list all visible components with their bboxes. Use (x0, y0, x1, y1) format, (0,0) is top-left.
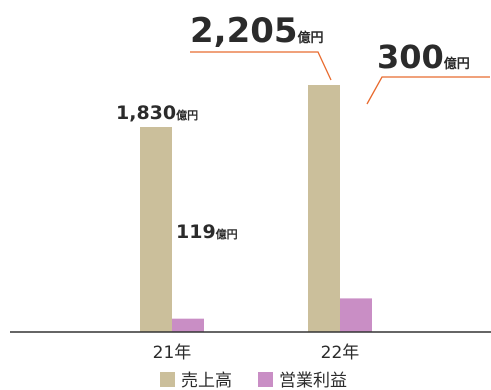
callout-line-profit-22 (366, 76, 490, 105)
legend-swatch-profit (258, 372, 273, 387)
legend-swatch-sales (160, 372, 175, 387)
callout-lines (190, 51, 490, 105)
bar-profit-21 (172, 318, 204, 332)
callout-line-sales-22 (190, 51, 332, 81)
legend: 売上高 営業利益 (160, 371, 347, 390)
bars-group (140, 85, 372, 332)
value-label-profit-22: 300億円 (377, 38, 470, 76)
bar-sales-21 (140, 127, 172, 332)
bar-profit-22 (340, 298, 372, 332)
value-label-profit-21: 119億円 (176, 221, 238, 243)
value-label-sales-22: 2,205億円 (190, 11, 324, 51)
value-label-sales-21: 1,830億円 (116, 102, 198, 124)
category-label-22: 22年 (321, 343, 360, 363)
bar-sales-22 (308, 85, 340, 332)
legend-label-sales: 売上高 (181, 371, 232, 390)
legend-label-profit: 営業利益 (279, 371, 347, 390)
category-label-21: 21年 (153, 343, 192, 363)
